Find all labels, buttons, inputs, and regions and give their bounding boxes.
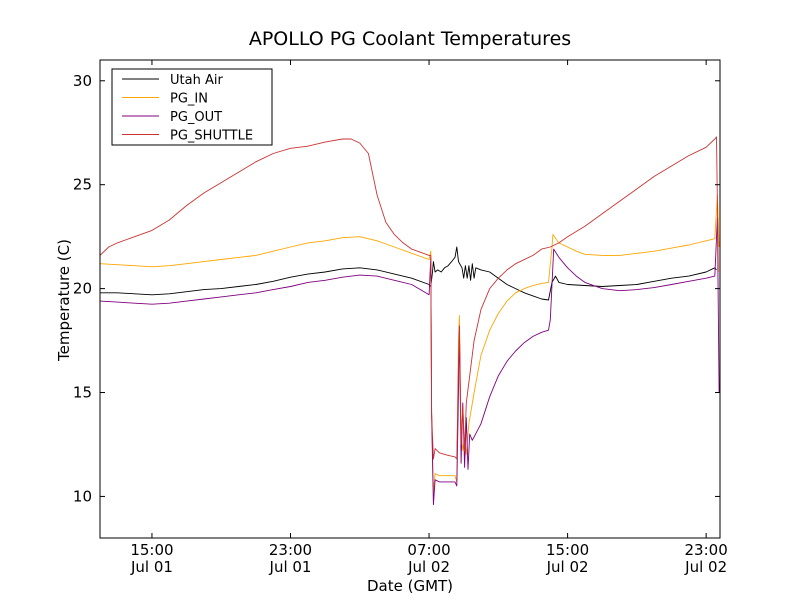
y-axis-label: Temperature (C) xyxy=(55,239,73,362)
x-tick-label: 07:00 xyxy=(407,541,450,559)
x-tick-sublabel: Jul 02 xyxy=(684,558,727,576)
series-layer xyxy=(99,136,720,506)
x-tick-label: 23:00 xyxy=(685,541,728,559)
legend: Utah Air PG_IN PG_OUT PG_SHUTTLE xyxy=(111,68,273,146)
y-tick-label: 20 xyxy=(73,280,92,298)
legend-label: PG_OUT xyxy=(170,110,222,125)
y-tick-label: 25 xyxy=(73,176,92,194)
x-tick-sublabel: Jul 02 xyxy=(546,558,589,576)
series-line-pg-shuttle xyxy=(99,136,719,460)
legend-box xyxy=(111,68,273,146)
x-tick-label: 15:00 xyxy=(546,541,589,559)
legend-label: PG_IN xyxy=(170,92,208,107)
x-tick-sublabel: Jul 01 xyxy=(269,558,312,576)
x-tick-sublabel: Jul 02 xyxy=(407,558,450,576)
y-tick-label: 15 xyxy=(73,384,92,402)
x-axis-label: Date (GMT) xyxy=(367,577,453,595)
legend-label: PG_SHUTTLE xyxy=(170,129,253,144)
chart-title: APOLLO PG Coolant Temperatures xyxy=(249,28,571,50)
plot-frame xyxy=(99,59,721,539)
x-tick-sublabel: Jul 01 xyxy=(130,558,173,576)
y-tick-label: 10 xyxy=(73,487,92,505)
x-tick-label: 15:00 xyxy=(130,541,173,559)
x-tick-label: 23:00 xyxy=(269,541,312,559)
series-line-utah-air xyxy=(100,246,717,301)
legend-label: Utah Air xyxy=(170,73,223,88)
y-tick-label: 30 xyxy=(73,72,92,90)
